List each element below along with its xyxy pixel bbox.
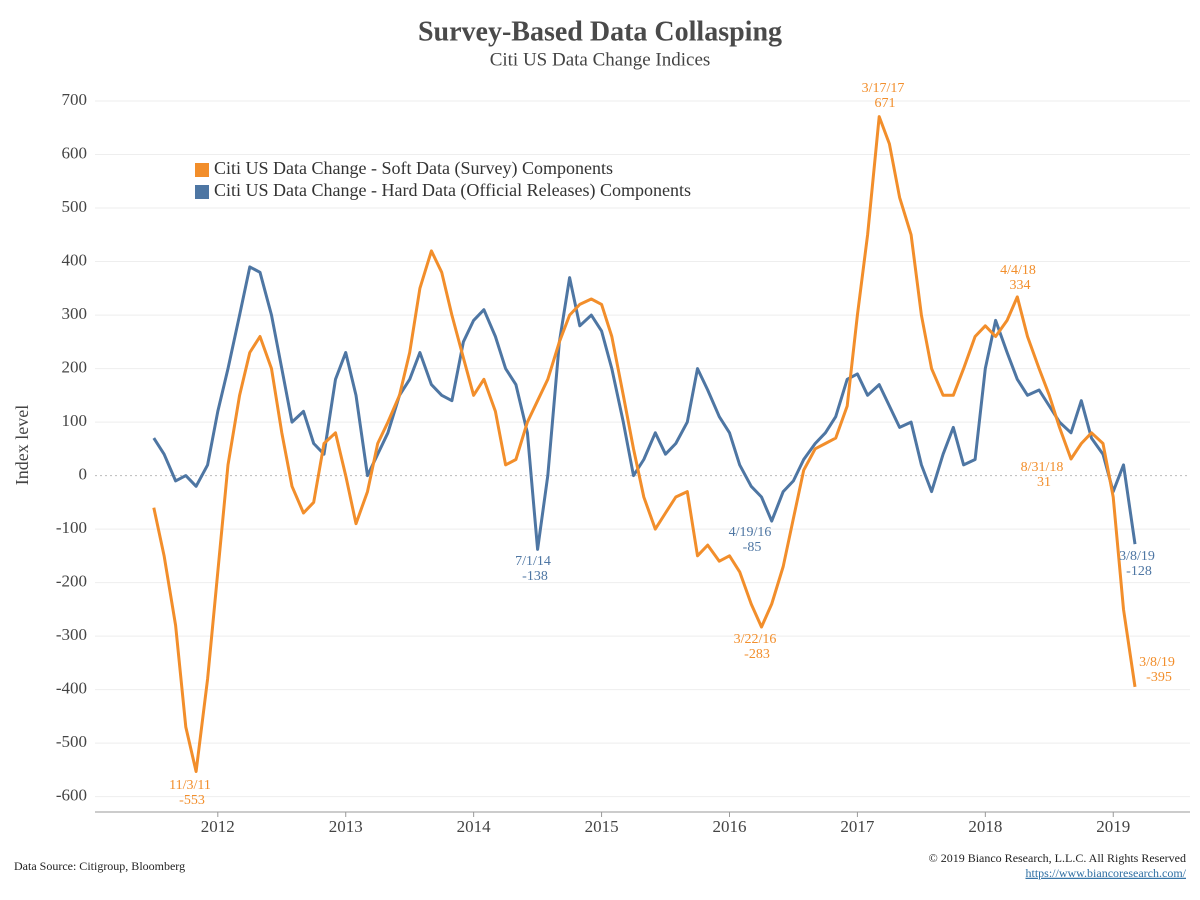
y-axis-label: Index level [12,405,32,485]
y-tick-label: 100 [62,411,88,430]
x-tick-label: 2016 [712,817,746,836]
y-tick-label: -600 [56,786,87,805]
x-tick-label: 2018 [968,817,1002,836]
y-tick-label: 600 [62,143,88,162]
source-link[interactable]: https://www.biancoresearch.com/ [1025,866,1186,880]
annotation-value: 671 [875,96,896,111]
legend-swatch [195,185,209,199]
annotation-date: 3/8/19 [1139,655,1175,670]
y-tick-label: 0 [79,464,88,483]
annotation-value: 334 [1010,278,1031,293]
annotation-date: 11/3/11 [169,778,211,793]
annotation-value: -553 [179,793,205,808]
annotation-date: 8/31/18 [1021,460,1064,475]
annotation-date: 4/19/16 [729,525,772,540]
annotation-date: 4/4/18 [1000,263,1036,278]
chart-title: Survey-Based Data Collasping [418,16,782,47]
chart-subtitle: Citi US Data Change Indices [490,49,711,70]
y-tick-label: -200 [56,571,87,590]
annotation-date: 3/17/17 [862,81,905,96]
y-tick-label: -400 [56,678,87,697]
y-tick-label: 700 [62,90,88,109]
y-tick-label: 200 [62,357,88,376]
annotation-date: 7/1/14 [515,554,551,569]
x-tick-label: 2019 [1096,817,1130,836]
legend-swatch [195,163,209,177]
annotation-value: -128 [1126,564,1152,579]
x-tick-label: 2013 [329,817,363,836]
annotation-date: 3/8/19 [1119,549,1155,564]
source-note: Data Source: Citigroup, Bloomberg [14,859,185,873]
copyright: © 2019 Bianco Research, L.L.C. All Right… [929,851,1186,865]
legend-label: Citi US Data Change - Hard Data (Officia… [214,180,691,201]
y-tick-label: 400 [62,250,88,269]
annotation-value: -283 [744,647,770,662]
annotation-value: -85 [743,540,762,555]
y-tick-label: -300 [56,625,87,644]
series-line [152,115,1137,773]
legend-label: Citi US Data Change - Soft Data (Survey)… [214,158,613,179]
annotation-date: 3/22/16 [734,632,777,647]
x-tick-label: 2017 [840,817,875,836]
y-tick-label: 500 [62,197,88,216]
x-tick-label: 2012 [201,817,235,836]
y-tick-label: -100 [56,518,87,537]
y-tick-label: 300 [62,304,88,323]
x-tick-label: 2014 [457,817,492,836]
annotation-value: -395 [1146,670,1172,685]
x-tick-label: 2015 [585,817,619,836]
series-line [152,265,1137,551]
y-tick-label: -500 [56,732,87,751]
annotation-value: 31 [1037,475,1051,490]
annotation-value: -138 [522,569,548,584]
